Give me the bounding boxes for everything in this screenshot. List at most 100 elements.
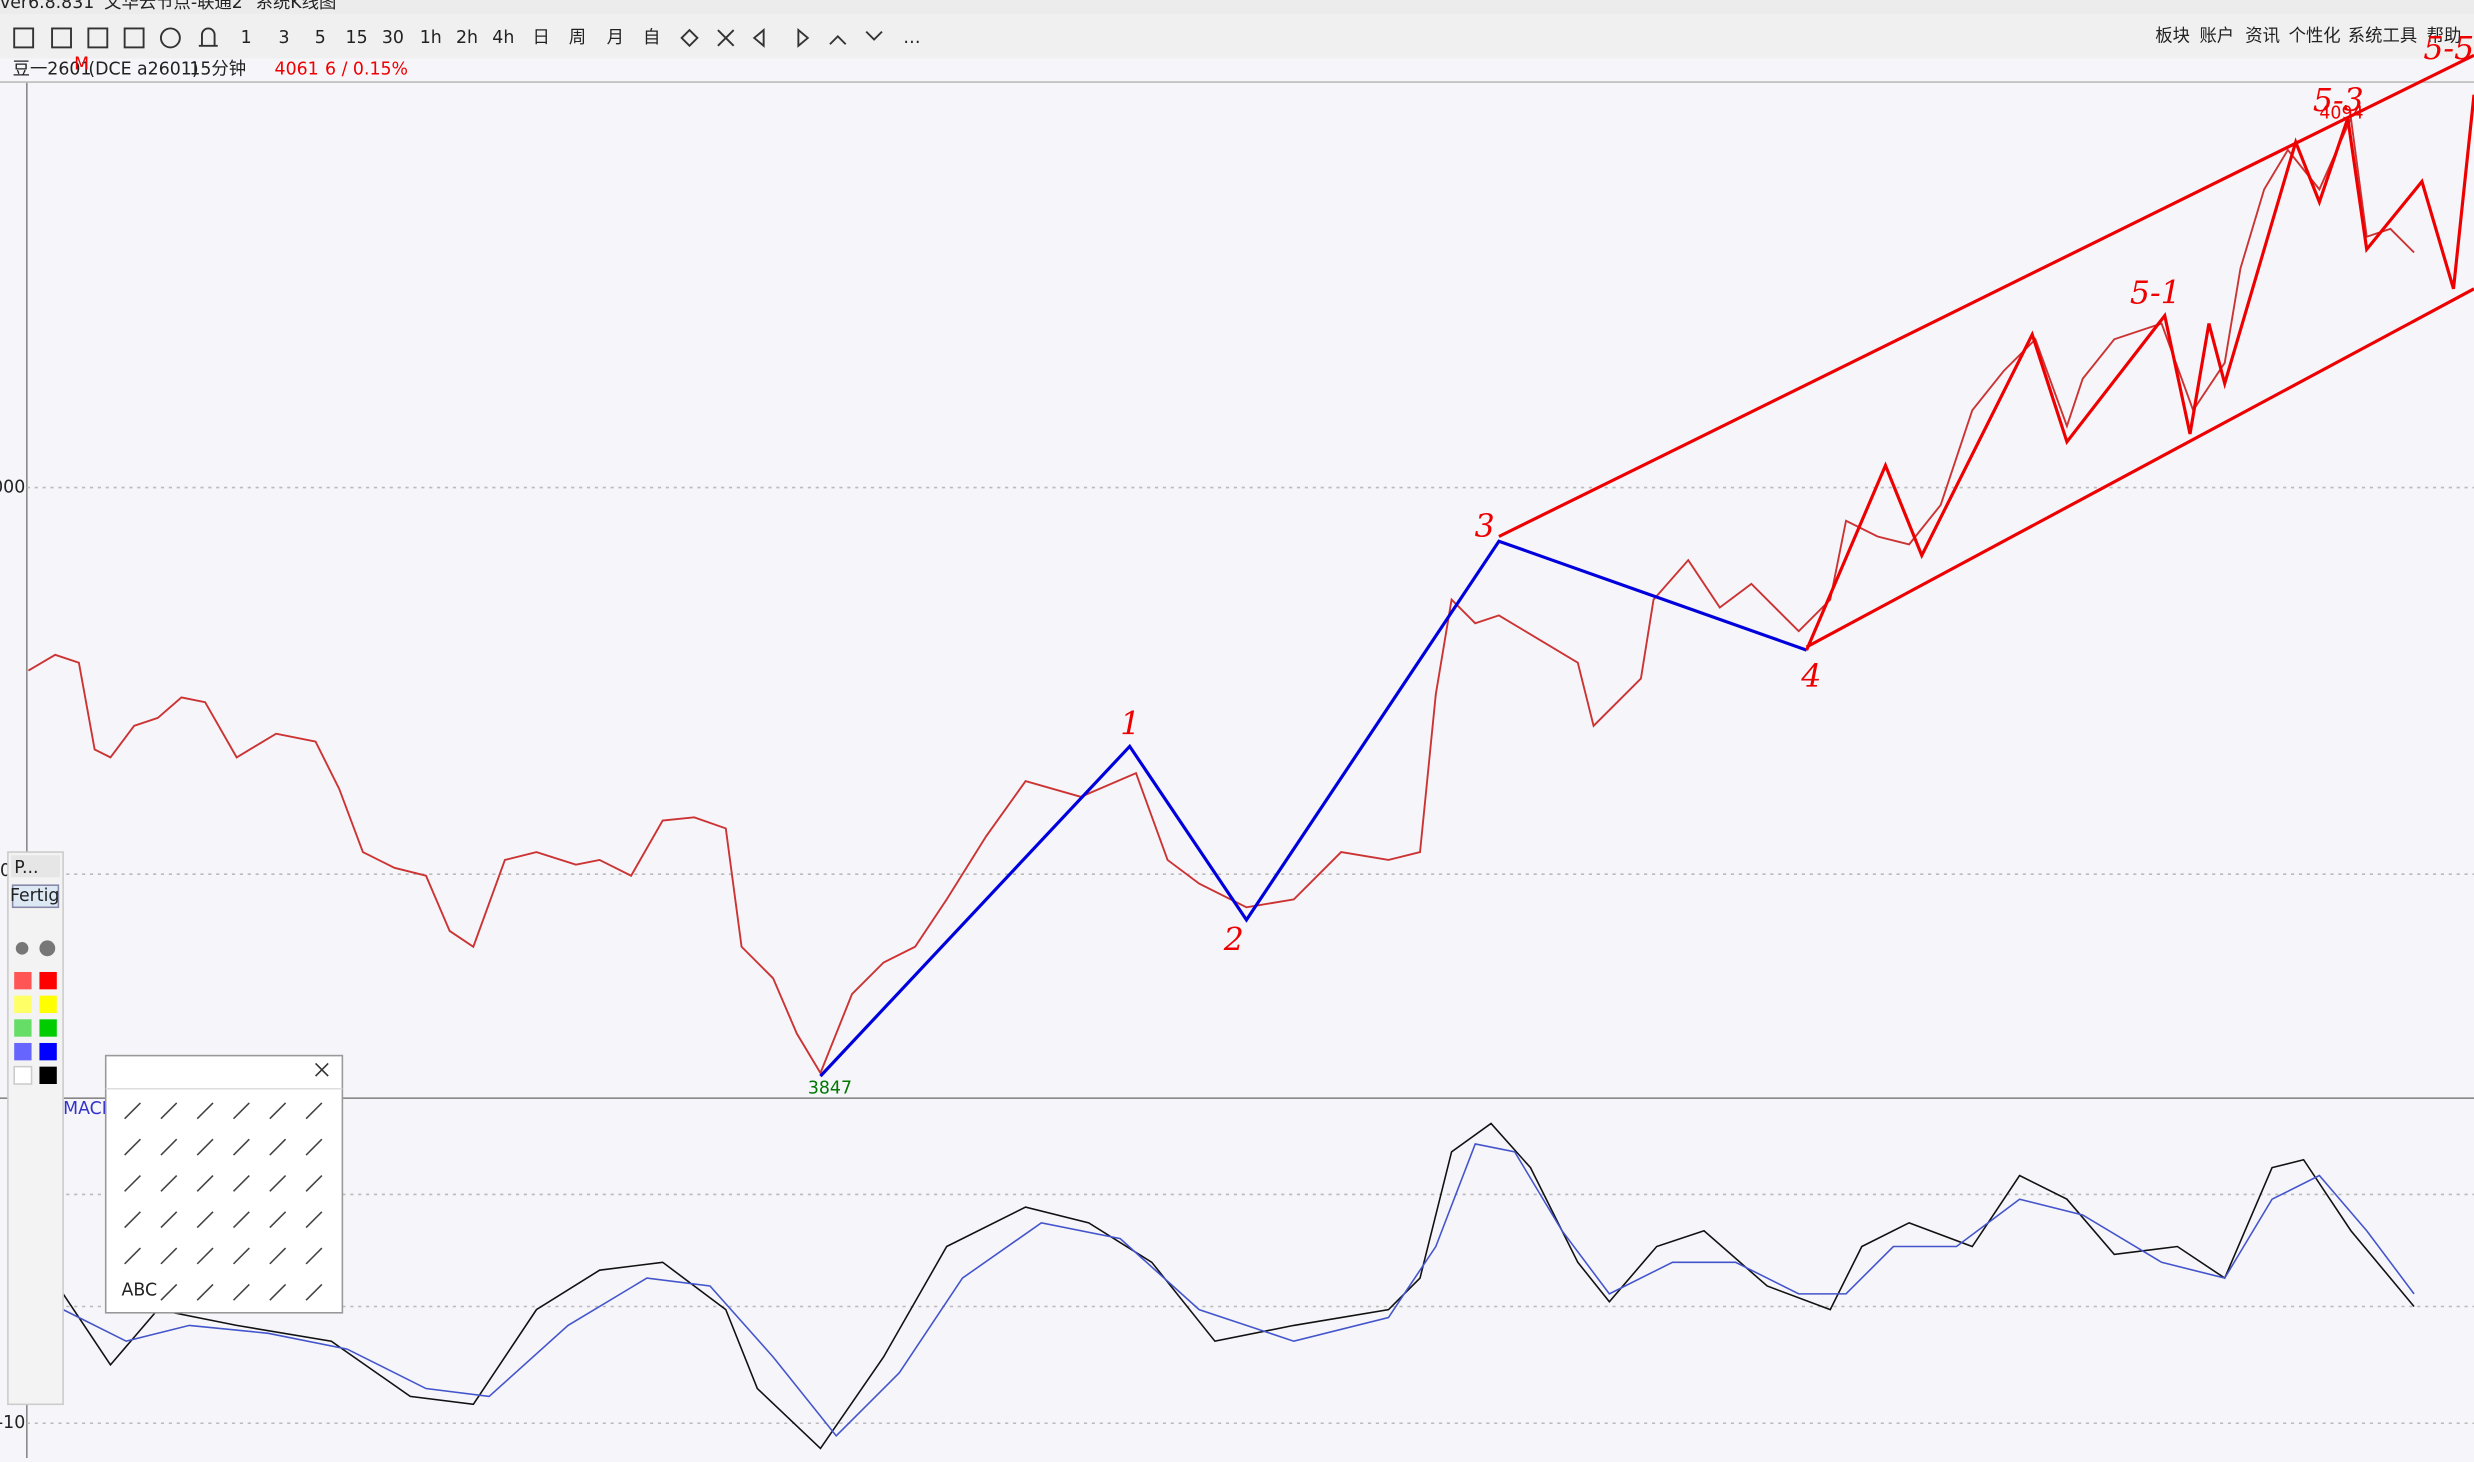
wave-label: 5-1 bbox=[2130, 276, 2181, 312]
tool-palette: ABC bbox=[104, 1054, 344, 1314]
price-axis-label: 3800 bbox=[0, 861, 11, 881]
text-tool[interactable]: ABC bbox=[121, 1281, 157, 1301]
period-button[interactable]: 日 bbox=[533, 28, 550, 48]
tool-icon[interactable] bbox=[160, 1247, 178, 1265]
tool-icon[interactable] bbox=[124, 1174, 141, 1192]
period-button[interactable]: 15 bbox=[346, 28, 368, 48]
period-button[interactable]: 3 bbox=[278, 28, 289, 48]
menu-item[interactable]: 个性化 bbox=[2289, 26, 2341, 46]
sidebar-panel bbox=[7, 851, 64, 1406]
tool-icon[interactable] bbox=[269, 1174, 287, 1192]
tool-icon[interactable] bbox=[124, 1102, 141, 1120]
menu-item[interactable]: 系统工具 bbox=[2348, 26, 2417, 46]
tool-icon[interactable] bbox=[232, 1102, 250, 1120]
sidebar-tab-label: P... bbox=[14, 858, 38, 878]
icon[interactable] bbox=[87, 27, 109, 49]
tool-icon[interactable] bbox=[232, 1211, 250, 1229]
period-button[interactable]: 自 bbox=[643, 28, 660, 48]
tool-icon[interactable] bbox=[196, 1211, 214, 1229]
color-swatch[interactable] bbox=[14, 971, 32, 990]
wave-label: 1 bbox=[1120, 706, 1140, 742]
tool-icon[interactable] bbox=[269, 1211, 287, 1229]
tool-icon[interactable] bbox=[232, 1138, 250, 1156]
tool-icon[interactable] bbox=[160, 1174, 178, 1192]
tool-icon[interactable] bbox=[196, 1247, 214, 1265]
period-button[interactable]: 1 bbox=[241, 28, 252, 48]
tool-icon[interactable] bbox=[196, 1283, 214, 1301]
tool-icon[interactable] bbox=[305, 1283, 323, 1301]
color-swatch[interactable] bbox=[13, 1065, 33, 1085]
tool-icon[interactable] bbox=[269, 1283, 287, 1301]
tool-icon[interactable] bbox=[196, 1174, 214, 1192]
color-swatch[interactable] bbox=[14, 1042, 32, 1061]
more-button[interactable]: … bbox=[903, 28, 920, 48]
tool-icon[interactable] bbox=[160, 1283, 178, 1301]
toolbar-icons bbox=[13, 27, 883, 49]
color-swatch[interactable] bbox=[14, 995, 32, 1014]
tool-icon[interactable] bbox=[124, 1247, 141, 1265]
menu-item[interactable]: 账户 bbox=[2199, 26, 2234, 46]
period-button[interactable]: 1h bbox=[420, 28, 442, 48]
tool-icon[interactable] bbox=[232, 1283, 250, 1301]
tool-icon[interactable] bbox=[196, 1138, 214, 1156]
icon[interactable] bbox=[123, 27, 145, 49]
period-button[interactable]: 4h bbox=[492, 28, 514, 48]
icon[interactable] bbox=[159, 27, 181, 49]
tool-icon[interactable] bbox=[124, 1211, 141, 1229]
tool-icon[interactable] bbox=[269, 1102, 287, 1120]
color-swatch[interactable] bbox=[39, 971, 57, 990]
color-swatch[interactable] bbox=[39, 1066, 57, 1085]
tool-icon[interactable] bbox=[269, 1247, 287, 1265]
wave-label: 4 bbox=[1800, 659, 1821, 695]
macd-axis-label: -10 bbox=[0, 1413, 25, 1433]
size-option[interactable] bbox=[15, 942, 29, 955]
low-label: 3847 bbox=[808, 1079, 852, 1099]
tool-icon[interactable] bbox=[305, 1211, 323, 1229]
tool-icon[interactable] bbox=[232, 1174, 250, 1192]
tool-icon[interactable] bbox=[269, 1138, 287, 1156]
wave-label: 3 bbox=[1475, 509, 1495, 545]
period-buttons: 1 3 5 15 30 1h 2h 4h 日周 月自 bbox=[241, 28, 661, 48]
tool-icon[interactable] bbox=[124, 1138, 141, 1156]
icon[interactable] bbox=[198, 27, 218, 47]
symbol-code: (DCE a2601) bbox=[88, 59, 198, 79]
tool-icon[interactable] bbox=[160, 1138, 178, 1156]
menu-item[interactable]: 板块 bbox=[2155, 26, 2190, 46]
tool-icon[interactable] bbox=[305, 1102, 323, 1120]
icon[interactable] bbox=[680, 28, 883, 48]
tool-icon[interactable] bbox=[305, 1138, 323, 1156]
tool-icon[interactable] bbox=[305, 1247, 323, 1265]
period-button[interactable]: 月 bbox=[607, 28, 624, 48]
menu-item[interactable]: 帮助 bbox=[2427, 26, 2462, 46]
icon[interactable] bbox=[51, 27, 72, 49]
tool-icon[interactable] bbox=[232, 1247, 250, 1265]
period-button[interactable]: 30 bbox=[382, 28, 404, 48]
tool-icon[interactable] bbox=[305, 1174, 323, 1192]
period[interactable]: 15分钟 bbox=[189, 59, 246, 79]
color-swatch[interactable] bbox=[39, 1042, 57, 1061]
window-title: 系统K线图 bbox=[256, 0, 337, 13]
tool-icon[interactable] bbox=[160, 1211, 178, 1229]
wave-line bbox=[819, 539, 1808, 1078]
period-button[interactable]: 周 bbox=[569, 28, 586, 48]
tool-icon[interactable] bbox=[196, 1102, 214, 1120]
menu: 板块 账户 资讯 个性化 系统工具 帮助 bbox=[2155, 26, 2461, 46]
done-button[interactable] bbox=[11, 884, 60, 909]
menu-item[interactable]: 资讯 bbox=[2245, 26, 2280, 46]
color-swatch[interactable] bbox=[39, 995, 57, 1014]
size-option[interactable] bbox=[39, 940, 56, 957]
tool-icon[interactable] bbox=[160, 1102, 178, 1120]
color-swatch[interactable] bbox=[14, 1019, 32, 1037]
channel-line bbox=[1805, 287, 2474, 649]
tool-grid bbox=[124, 1102, 323, 1301]
period-button[interactable]: 2h bbox=[456, 28, 478, 48]
sidebar-tab[interactable] bbox=[11, 855, 60, 878]
dif-line bbox=[62, 1122, 2415, 1450]
color-swatch[interactable] bbox=[39, 1019, 57, 1037]
close-button[interactable] bbox=[315, 1062, 329, 1077]
title-bar bbox=[0, 0, 2474, 15]
period-button[interactable]: 5 bbox=[315, 28, 326, 48]
icon[interactable] bbox=[13, 27, 35, 49]
price-axis-label: 4000 bbox=[0, 478, 25, 498]
